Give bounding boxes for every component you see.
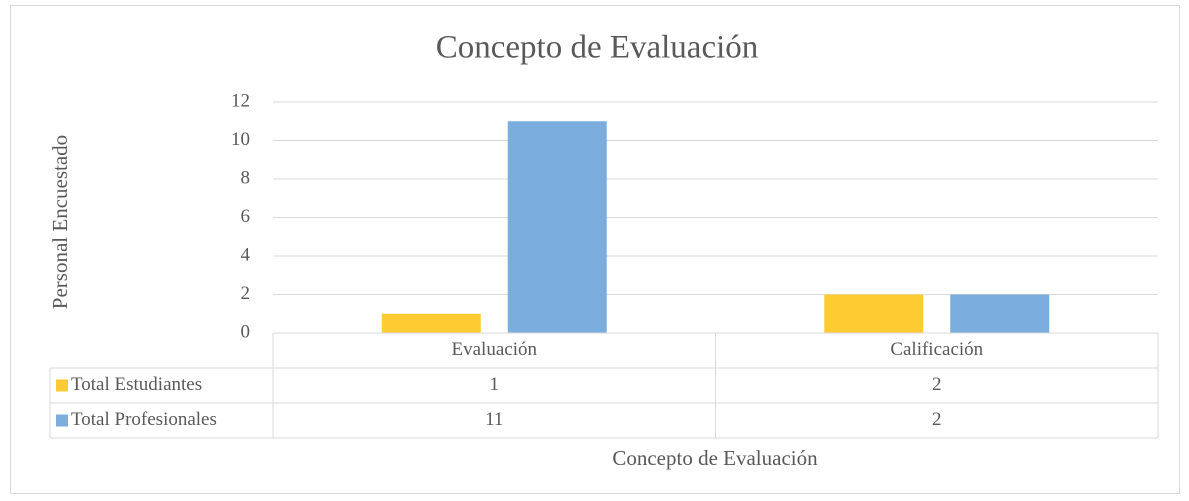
x-axis-title: Concepto de Evaluación bbox=[612, 446, 818, 470]
bar bbox=[824, 294, 924, 333]
legend-label: Total Estudiantes bbox=[71, 374, 202, 395]
bar bbox=[507, 121, 607, 333]
y-tick-label: 2 bbox=[241, 283, 251, 304]
legend-swatch bbox=[56, 414, 68, 427]
bar bbox=[381, 313, 481, 333]
legend-swatch bbox=[56, 379, 68, 392]
table-value: 2 bbox=[932, 374, 942, 395]
y-tick-label: 6 bbox=[241, 206, 251, 227]
table-value: 11 bbox=[485, 409, 503, 430]
table-value: 1 bbox=[490, 374, 500, 395]
chart-title: Concepto de Evaluación bbox=[436, 30, 759, 66]
legend-label: Total Profesionales bbox=[71, 409, 217, 430]
y-tick-label: 4 bbox=[241, 244, 251, 265]
x-tick-label: Calificación bbox=[890, 339, 983, 360]
y-tick-label: 12 bbox=[231, 90, 250, 111]
y-tick-label: 10 bbox=[231, 129, 250, 150]
y-axis-title: Personal Encuestado bbox=[48, 135, 72, 309]
y-tick-label: 0 bbox=[241, 321, 251, 342]
x-tick-label: Evaluación bbox=[452, 339, 538, 360]
bar bbox=[950, 294, 1050, 333]
table-value: 2 bbox=[932, 409, 942, 430]
y-tick-label: 8 bbox=[241, 167, 251, 188]
